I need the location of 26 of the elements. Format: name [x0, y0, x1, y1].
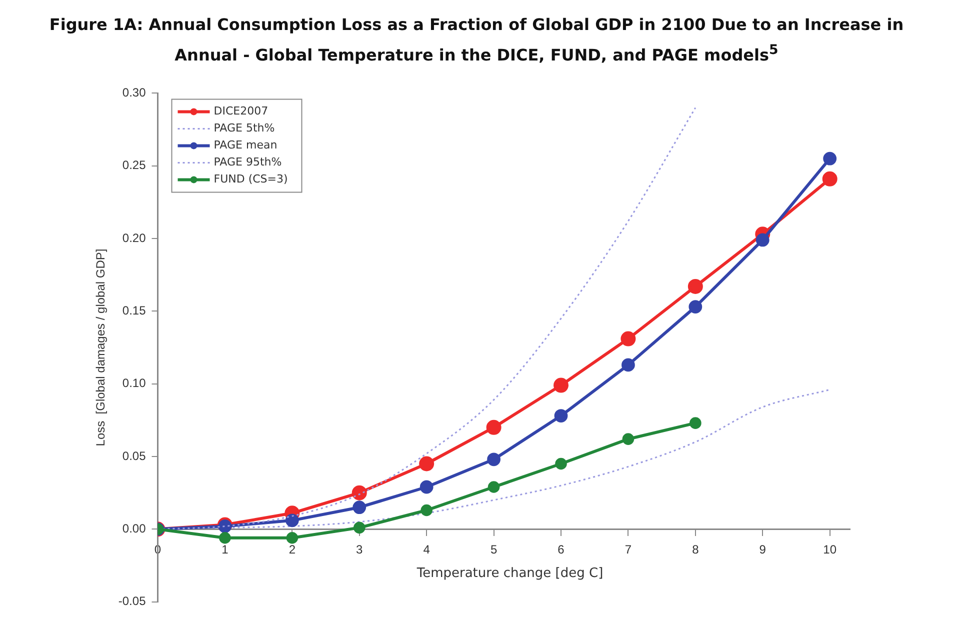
y-tick-label: 0.00: [122, 521, 146, 536]
x-tick-label: 7: [624, 542, 632, 557]
x-tick-label: 8: [692, 542, 700, 557]
chart-title: Figure 1A: Annual Consumption Loss as a Fraction of Global GDP in 2100 Due to an Increase in Annual - Global Temperature in the DICE, FUND, and PAGE models$^{5}$: [48, 14, 905, 66]
x-tick-label: 4: [423, 542, 430, 557]
y-axis-title: Loss [Global damages / global GDP]: [94, 248, 108, 446]
legend-label: FUND (CS=3): [214, 172, 288, 186]
y-tick-label: -0.05: [118, 594, 146, 608]
x-tick-label: 10: [823, 542, 837, 557]
x-tick-label: 2: [288, 542, 296, 557]
legend-label: DICE2007: [214, 104, 268, 118]
y-tick-label: 0.10: [122, 376, 146, 390]
y-tick-label: 0.20: [122, 230, 146, 245]
x-tick-label: 1: [222, 542, 229, 557]
y-tick-label: 0.25: [122, 158, 146, 172]
x-tick-label: 9: [759, 542, 766, 557]
y-tick-label: 0.30: [122, 86, 146, 100]
x-tick-label: 6: [558, 542, 565, 557]
legend-label: PAGE mean: [214, 138, 278, 152]
y-tick-label: 0.05: [122, 448, 146, 463]
legend-label: PAGE 5th%: [214, 122, 275, 135]
x-tick-label: 5: [490, 542, 498, 557]
y-tick-label: 0.15: [122, 303, 146, 318]
legend-label: PAGE 95th%: [214, 156, 282, 169]
x-tick-label: 3: [356, 542, 364, 557]
x-axis-title: Temperature change [deg C]: [416, 566, 604, 581]
